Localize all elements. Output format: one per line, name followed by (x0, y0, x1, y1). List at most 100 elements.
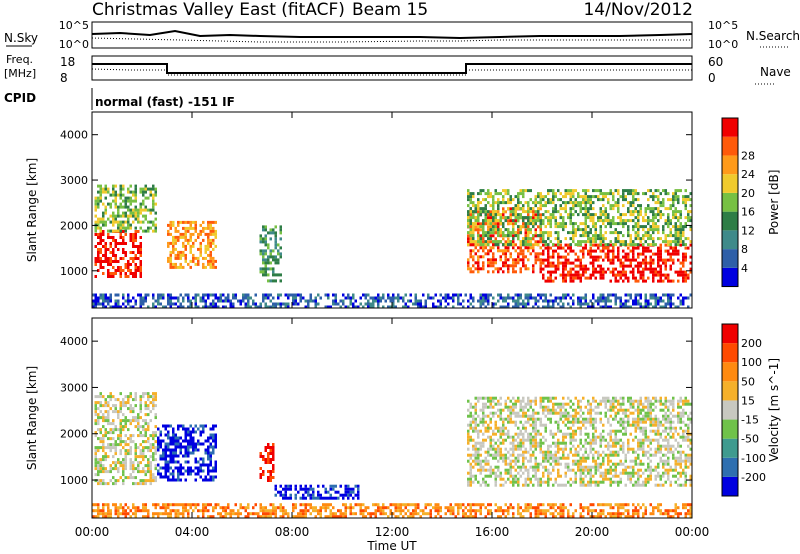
range-gate-cell (367, 299, 370, 303)
range-gate-cell (607, 243, 610, 247)
range-gate-cell (177, 466, 180, 470)
range-gate-cell (509, 255, 512, 259)
range-gate-cell (502, 432, 505, 436)
range-gate-cell (672, 192, 675, 196)
range-gate-cell (119, 275, 122, 278)
range-gate-cell (614, 405, 617, 409)
range-gate-cell (617, 192, 620, 196)
range-gate-cell (494, 240, 497, 244)
range-gate-cell (509, 474, 512, 478)
range-gate-cell (467, 240, 470, 244)
range-gate-cell (589, 417, 592, 421)
range-gate-cell (522, 453, 525, 457)
range-gate-cell (544, 429, 547, 433)
range-gate-cell (452, 305, 455, 309)
range-gate-cell (552, 213, 555, 217)
range-gate-cell (122, 479, 125, 483)
range-gate-cell (329, 305, 332, 309)
range-gate-cell (124, 449, 127, 453)
range-gate-cell (657, 201, 660, 205)
range-gate-cell (527, 296, 530, 300)
range-gate-cell (479, 420, 482, 424)
range-gate-cell (609, 414, 612, 418)
range-gate-cell (557, 231, 560, 235)
range-gate-cell (114, 245, 117, 248)
range-gate-cell (497, 249, 500, 253)
range-gate-cell (99, 293, 102, 297)
range-gate-cell (589, 261, 592, 265)
range-gate-cell (302, 493, 305, 497)
range-gate-cell (534, 213, 537, 217)
range-gate-cell (507, 258, 510, 262)
range-gate-cell (557, 264, 560, 268)
range-gate-cell (484, 468, 487, 472)
range-gate-cell (489, 402, 492, 406)
range-gate-cell (122, 242, 125, 245)
range-gate-cell (569, 426, 572, 430)
range-gate-cell (119, 220, 122, 224)
range-gate-cell (99, 193, 102, 197)
range-gate-cell (577, 420, 580, 424)
range-gate-cell (579, 477, 582, 481)
range-gate-cell (669, 267, 672, 271)
range-gate-cell (532, 249, 535, 253)
range-gate-cell (492, 228, 495, 232)
range-gate-cell (494, 411, 497, 415)
range-gate-cell (479, 189, 482, 193)
range-gate-cell (469, 420, 472, 424)
range-gate-cell (519, 201, 522, 205)
range-gate-cell (112, 199, 115, 203)
range-gate-cell (112, 275, 115, 278)
range-gate-cell (129, 464, 132, 468)
range-gate-cell (564, 462, 567, 466)
range-gate-cell (492, 204, 495, 208)
range-gate-cell (97, 449, 100, 453)
range-gate-cell (214, 305, 217, 309)
range-gate-cell (484, 405, 487, 409)
range-gate-cell (529, 189, 532, 193)
range-gate-cell (139, 263, 142, 266)
range-gate-cell (267, 476, 270, 479)
range-gate-cell (172, 238, 175, 242)
range-gate-cell (682, 228, 685, 232)
range-gate-cell (622, 302, 625, 306)
range-gate-cell (262, 237, 265, 241)
range-gate-cell (579, 234, 582, 238)
range-gate-cell (214, 259, 217, 263)
range-gate-cell (527, 231, 530, 235)
range-gate-cell (159, 293, 162, 297)
range-gate-cell (94, 473, 97, 477)
range-gate-cell (489, 465, 492, 469)
range-gate-cell (657, 273, 660, 277)
range-gate-cell (109, 242, 112, 245)
range-gate-cell (682, 264, 685, 268)
range-gate-cell (537, 219, 540, 223)
range-gate-cell (519, 468, 522, 472)
range-gate-cell (284, 484, 287, 488)
range-gate-cell (624, 252, 627, 256)
range-gate-cell (474, 429, 477, 433)
range-gate-cell (307, 493, 310, 497)
range-gate-cell (674, 305, 677, 309)
range-gate-cell (544, 293, 547, 297)
range-gate-cell (552, 195, 555, 199)
range-gate-cell (627, 225, 630, 229)
range-gate-cell (272, 279, 275, 283)
range-gate-cell (592, 243, 595, 247)
range-gate-cell (539, 195, 542, 199)
range-gate-cell (554, 210, 557, 214)
range-gate-cell (507, 216, 510, 220)
range-gate-cell (377, 305, 380, 309)
range-gate-cell (582, 231, 585, 235)
range-gate-cell (594, 189, 597, 193)
range-gate-cell (132, 260, 135, 263)
range-gate-cell (492, 264, 495, 268)
range-gate-cell (504, 252, 507, 256)
range-gate-cell (492, 261, 495, 265)
range-gate-cell (94, 296, 97, 300)
range-gate-cell (677, 234, 680, 238)
range-gate-cell (327, 293, 330, 297)
range-gate-cell (264, 305, 267, 309)
range-gate-cell (544, 465, 547, 469)
range-gate-cell (224, 296, 227, 300)
